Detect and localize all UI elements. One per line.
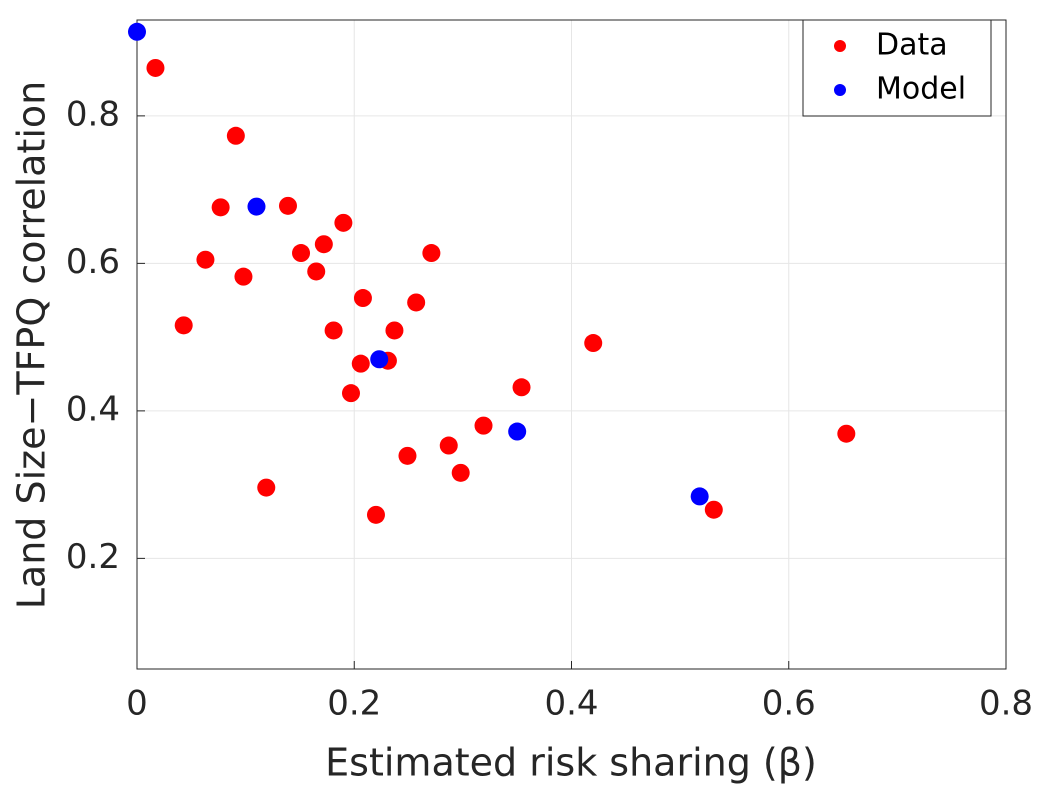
point (837, 424, 856, 443)
point (334, 213, 353, 232)
point (128, 22, 146, 41)
legend-marker (834, 84, 846, 96)
x-tick-label: 0.2 (327, 684, 381, 724)
point (704, 500, 723, 519)
point (690, 487, 709, 506)
point (247, 197, 266, 216)
point (211, 198, 230, 217)
point (234, 267, 253, 286)
y-tick-label: 0.4 (66, 389, 120, 429)
point (451, 463, 470, 482)
y-tick-label: 0.2 (66, 537, 120, 577)
point (508, 422, 527, 441)
legend-label: Data (876, 28, 948, 63)
point (422, 244, 441, 263)
point (278, 196, 297, 215)
point (370, 350, 389, 369)
point (385, 321, 404, 340)
point (292, 244, 311, 263)
point (307, 262, 326, 281)
point (407, 293, 426, 312)
x-axis-label: Estimated risk sharing (β) (325, 741, 817, 785)
point (584, 334, 603, 353)
point (398, 446, 417, 465)
point (353, 289, 372, 308)
legend-marker (834, 40, 846, 52)
point (439, 436, 458, 455)
point (341, 384, 360, 403)
point (257, 478, 276, 497)
point (146, 58, 165, 77)
point (351, 354, 370, 373)
x-tick-label: 0.8 (979, 684, 1033, 724)
y-axis-label: Land Size−TFPQ correlation (10, 81, 54, 609)
point (512, 378, 531, 397)
point (366, 505, 385, 524)
legend-box (802, 19, 992, 117)
y-tick-label: 0.8 (66, 94, 120, 134)
x-tick-label: 0.4 (544, 684, 598, 724)
point (324, 321, 343, 340)
point (226, 126, 245, 145)
point (314, 235, 333, 254)
point (196, 250, 215, 269)
plot-frame (136, 19, 1007, 670)
point (474, 416, 493, 435)
point (174, 316, 193, 335)
x-tick-label: 0.6 (762, 684, 816, 724)
x-tick-label: 0 (126, 684, 148, 724)
y-tick-label: 0.6 (66, 242, 120, 282)
legend-label: Model (876, 72, 966, 107)
